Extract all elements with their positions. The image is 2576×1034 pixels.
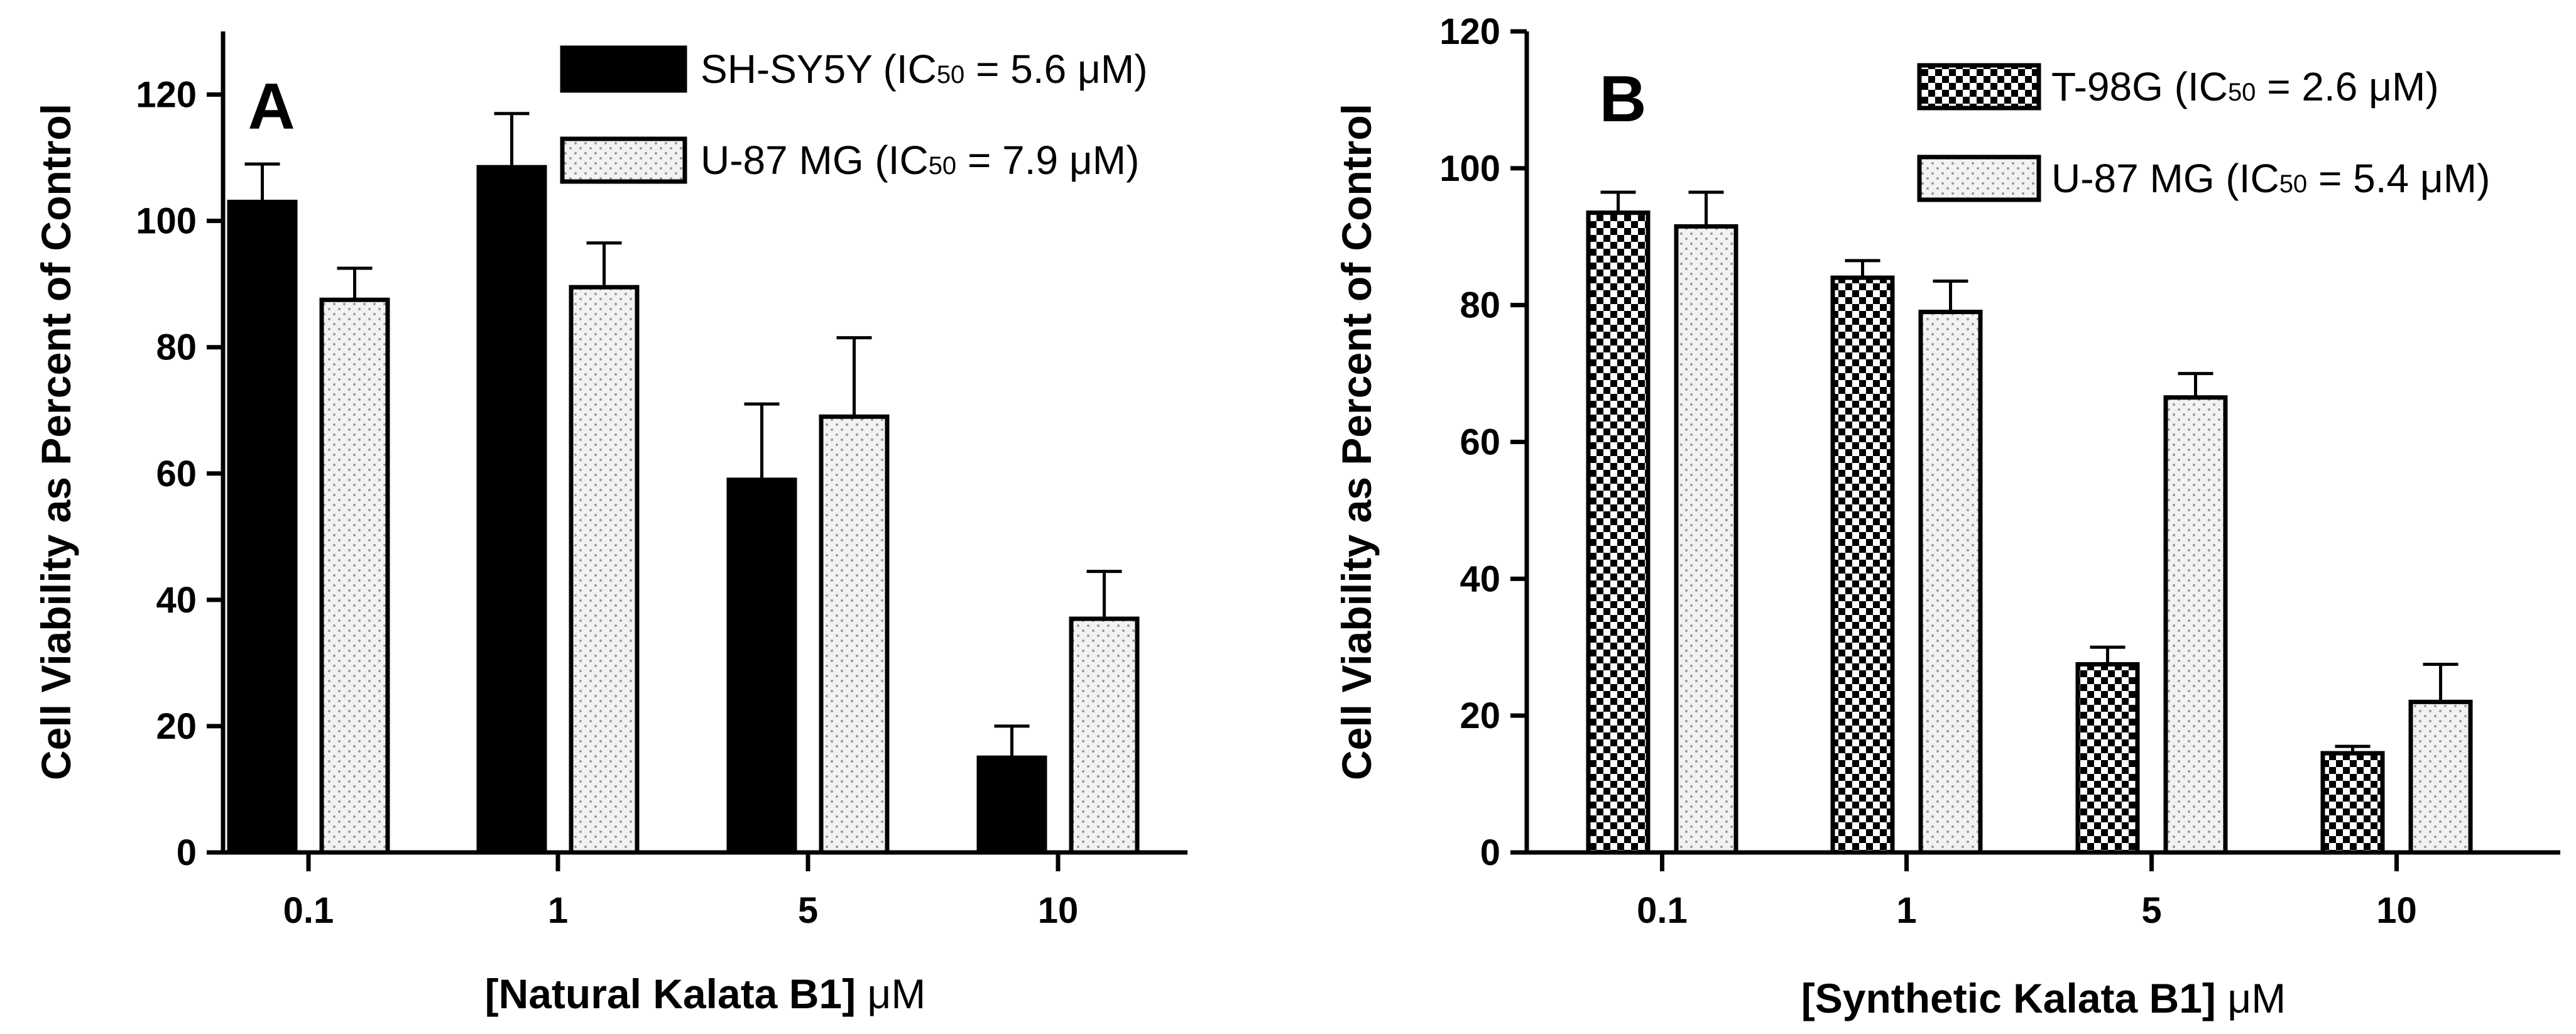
x-tick-label: 0.1 [283, 890, 334, 931]
x-tick-label: 1 [548, 890, 568, 931]
bar [2408, 699, 2473, 855]
bar [319, 297, 390, 855]
x-axis-title: [Synthetic Kalata B1] μM [1801, 975, 2286, 1021]
y-tick-label: 0 [177, 832, 197, 873]
y-tick-label: 60 [156, 454, 197, 494]
panel-letter: A [248, 70, 295, 143]
bar [1586, 210, 1651, 855]
y-tick-label: 100 [1439, 148, 1500, 189]
legend-swatch [1917, 63, 2041, 111]
y-tick-label: 80 [156, 327, 197, 368]
y-tick-label: 100 [136, 201, 197, 242]
y-tick-label: 120 [136, 75, 197, 116]
legend-swatch [1917, 155, 2041, 202]
y-tick-label: 40 [156, 580, 197, 621]
panel-b: 0 20 40 60 80 100 120 0.1 1 5 10 [Synthetic Kalata … [1333, 11, 2560, 1021]
panel-letter: B [1599, 63, 1646, 136]
bar [569, 285, 640, 855]
x-tick-label: 5 [2141, 890, 2161, 931]
bar [2320, 751, 2385, 855]
bar [1069, 616, 1140, 855]
x-tick-label: 10 [2376, 890, 2417, 931]
bar [1674, 224, 1738, 855]
x-tick-label: 5 [798, 890, 818, 931]
y-tick-label: 20 [1460, 695, 1500, 736]
y-tick-label: 60 [1460, 422, 1500, 463]
y-axis-title: Cell Viability as Percent of Control [33, 104, 79, 780]
bar [476, 165, 547, 855]
y-axis-title: Cell Viability as Percent of Control [1333, 104, 1380, 780]
bar [1830, 275, 1895, 855]
x-tick-label: 0.1 [1637, 890, 1688, 931]
y-tick-label: 120 [1439, 11, 1500, 52]
y-tick-label: 80 [1460, 285, 1500, 326]
y-tick-label: 20 [156, 706, 197, 747]
x-axis-title: [Natural Kalata B1] μM [485, 971, 926, 1017]
legend-label: U-87 MG (IC50 = 5.4 μM) [2051, 156, 2490, 201]
legend-swatch [560, 45, 687, 93]
legend-swatch [560, 136, 687, 184]
bar [976, 755, 1047, 855]
legend-label: T-98G (IC50 = 2.6 μM) [2051, 64, 2439, 109]
bar [819, 414, 890, 855]
bar [726, 477, 797, 855]
y-tick-label: 40 [1460, 558, 1500, 599]
legend-label: U-87 MG (IC50 = 7.9 μM) [701, 138, 1139, 183]
bar [1918, 310, 1983, 855]
y-tick-label: 0 [1480, 832, 1500, 873]
panel-a: 0 20 40 60 80 100 120 0.1 1 5 10 [Natural Kalata B1… [33, 31, 1187, 1017]
x-tick-label: 1 [1896, 890, 1916, 931]
bar [2075, 661, 2140, 855]
bar [227, 199, 298, 855]
x-tick-label: 10 [1038, 890, 1079, 931]
legend-label: SH-SY5Y (IC50 = 5.6 μM) [701, 46, 1148, 92]
bar [2163, 395, 2228, 855]
